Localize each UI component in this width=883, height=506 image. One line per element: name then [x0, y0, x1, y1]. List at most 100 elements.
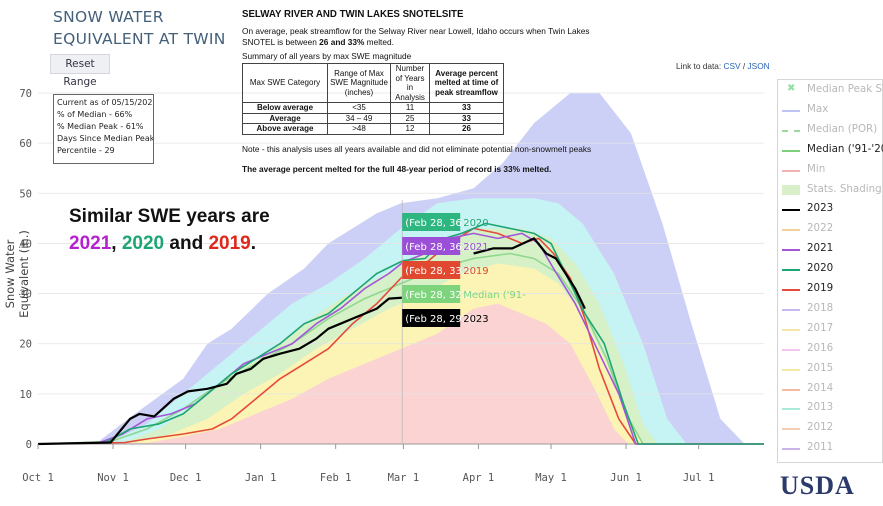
csv-link[interactable]: CSV	[723, 61, 741, 71]
tooltip-series-label: 2021	[463, 242, 488, 253]
chart-title: SNOW WATER EQUIVALENT AT TWIN LAKES	[53, 8, 226, 70]
chart-legend: ✖ Median Peak SWE Max Median (POR) Median ('…	[777, 79, 883, 463]
legend-label: 2013	[807, 401, 834, 414]
legend-label: 2023	[807, 202, 834, 215]
legend-swatch	[782, 328, 800, 331]
legend-label: Median ('91-'20)	[807, 142, 883, 155]
similar-years-annotation: Similar SWE years are 2021, 2020 and 201…	[69, 206, 270, 254]
legend-item-y2017[interactable]: 2017	[780, 321, 883, 337]
legend-label: 2014	[807, 381, 834, 394]
series-line-2023[interactable]	[473, 237, 586, 310]
pct-median: % of Median - 66%	[57, 110, 133, 120]
tooltip-value: (Feb 28, 36.3)	[405, 242, 475, 253]
legend-item-y2021[interactable]: 2021	[780, 241, 883, 257]
x-tick-label: May 1	[535, 472, 567, 484]
legend-label: 2022	[807, 222, 834, 235]
x-tick-label: Feb 1	[320, 472, 352, 484]
legend-item-max[interactable]: Max	[780, 102, 883, 118]
legend-label: 2019	[807, 282, 834, 294]
table-header: Average percent melted at time of peak s…	[429, 63, 504, 103]
legend-item-median_por[interactable]: Median (POR)	[780, 122, 883, 138]
legend-swatch	[782, 289, 800, 291]
percentile: Percentile - 29	[57, 146, 115, 156]
legend-label: 2018	[807, 301, 834, 314]
legend-label: 2015	[807, 361, 834, 374]
x-tick-label: Dec 1	[170, 472, 202, 484]
series-line-2020[interactable]	[37, 222, 764, 445]
legend-label: Stats. Shading	[807, 182, 882, 195]
legend-swatch	[782, 348, 800, 351]
legend-item-median_9120[interactable]: Median ('91-'20)	[780, 142, 883, 158]
legend-label: 2016	[807, 341, 834, 354]
table-header: Number of Years in Analysis	[390, 63, 430, 103]
y-axis-label: Snow Water Equivalent (in.)	[3, 230, 31, 318]
json-link[interactable]: JSON	[747, 61, 770, 71]
x-tick-label: Nov 1	[97, 472, 129, 484]
legend-swatch	[782, 308, 800, 311]
y-tick-label: 0	[26, 439, 32, 451]
x-tick-label: Oct 1	[22, 472, 54, 484]
pct-median-peak: % Median Peak - 61%	[57, 122, 144, 132]
legend-label: 2021	[807, 242, 834, 255]
legend-item-y2018[interactable]: 2018	[780, 301, 883, 317]
data-links: Link to data: CSV / JSON	[676, 61, 770, 71]
band-10	[38, 303, 764, 444]
table-row: Below average <35 11 33	[242, 102, 504, 114]
tooltip-box	[402, 213, 461, 231]
legend-swatch	[782, 269, 800, 272]
tooltip-box	[402, 237, 461, 255]
legend-item-y2023[interactable]: 2023	[780, 201, 883, 217]
legend-swatch	[782, 249, 800, 252]
summary-table: Max SWE Category Range of Max SWE Magnit…	[242, 63, 504, 135]
current-stats-box: Current as of 05/15/2023: % of Median - …	[53, 94, 154, 164]
x-tick-label: Apr 1	[463, 472, 495, 484]
legend-swatch	[782, 184, 800, 195]
days-since-peak: Days Since Median Peak - 27	[57, 134, 154, 144]
legend-label: Median (POR)	[807, 122, 878, 135]
legend-item-y2022[interactable]: 2022	[780, 221, 883, 237]
reset-range-button[interactable]: Reset Range	[50, 54, 110, 88]
legend-item-y2016[interactable]: 2016	[780, 341, 883, 357]
legend-label: Min	[807, 162, 826, 175]
info-panel: SELWAY RIVER AND TWIN LAKES SNOTELSITE O…	[242, 9, 622, 175]
table-header: Max SWE Category	[242, 63, 328, 103]
period-note: The average percent melted for the full …	[242, 163, 552, 174]
legend-item-y2012[interactable]: 2012	[780, 420, 883, 436]
legend-swatch	[782, 368, 800, 371]
legend-item-y2020[interactable]: 2020	[780, 261, 883, 277]
table-row: Average 34 – 49 25 33	[242, 112, 504, 124]
legend-swatch: ✖	[787, 83, 796, 94]
usda-logo: USDA	[780, 471, 855, 500]
y-tick-label: 30	[19, 289, 32, 301]
legend-item-y2019[interactable]: 2019	[780, 281, 883, 297]
legend-swatch	[782, 209, 800, 212]
legend-item-y2013[interactable]: 2013	[780, 400, 883, 416]
table-row: Above average >48 12 26	[242, 123, 504, 135]
legend-item-y2011[interactable]: 2011	[780, 440, 883, 456]
tooltip-value: (Feb 28, 33.6)	[405, 266, 475, 277]
tooltip-series-label: 2019	[463, 266, 488, 277]
legend-swatch	[782, 408, 800, 411]
tooltip-series-label: 2023	[463, 314, 488, 325]
tooltip-box	[402, 285, 461, 303]
legend-item-shading[interactable]: Stats. Shading	[780, 182, 883, 198]
legend-item-y2014[interactable]: 2014	[780, 381, 883, 397]
tooltip-value: (Feb 28, 29.2)	[405, 314, 475, 325]
series-line-2023[interactable]	[37, 296, 404, 446]
tooltip-value: (Feb 28, 36.6)	[405, 218, 475, 229]
legend-label: 2011	[807, 441, 834, 454]
table-header: Range of Max SWE Magnitude (inches)	[327, 63, 391, 103]
legend-label: Median Peak SWE	[807, 83, 883, 95]
y-tick-label: 40	[19, 238, 32, 250]
y-tick-label: 70	[19, 88, 32, 100]
legend-swatch	[782, 149, 800, 152]
legend-label: 2017	[807, 321, 834, 334]
legend-swatch	[782, 109, 800, 112]
current-date: Current as of 05/15/2023:	[57, 98, 154, 107]
series-line-2021[interactable]	[37, 232, 764, 445]
legend-label: Max	[807, 102, 829, 115]
legend-label: 2020	[807, 262, 834, 275]
legend-item-min[interactable]: Min	[780, 162, 883, 178]
legend-item-median_peak[interactable]: ✖ Median Peak SWE	[780, 82, 883, 98]
legend-item-y2015[interactable]: 2015	[780, 361, 883, 377]
